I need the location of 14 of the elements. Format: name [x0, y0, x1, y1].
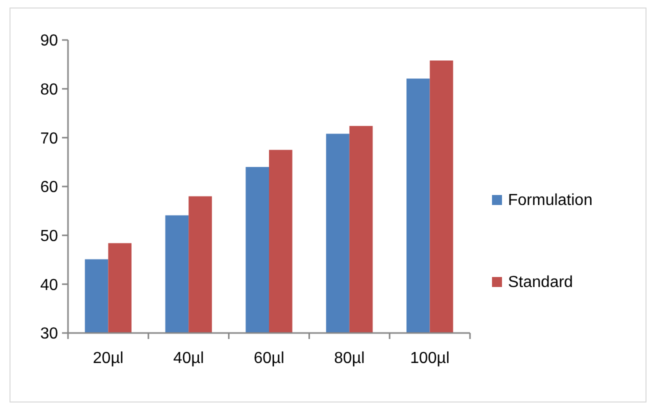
- x-tick-label: 100µl: [410, 350, 450, 367]
- y-tick-label: 40: [40, 276, 58, 294]
- x-tick-label: 60µl: [254, 350, 284, 367]
- y-tick-label: 80: [40, 81, 58, 98]
- x-tick-label: 40µl: [173, 350, 204, 367]
- y-tick-label: 70: [40, 130, 58, 148]
- legend-label: Formulation: [508, 192, 592, 209]
- y-tick-label: 50: [40, 228, 58, 245]
- y-tick-label: 90: [40, 32, 58, 50]
- y-tick-label: 60: [40, 179, 58, 196]
- x-tick-label: 80µl: [334, 350, 365, 367]
- legend-label: Standard: [508, 274, 573, 291]
- y-tick-label: 30: [40, 326, 58, 343]
- x-tick-label: 20µl: [92, 350, 124, 367]
